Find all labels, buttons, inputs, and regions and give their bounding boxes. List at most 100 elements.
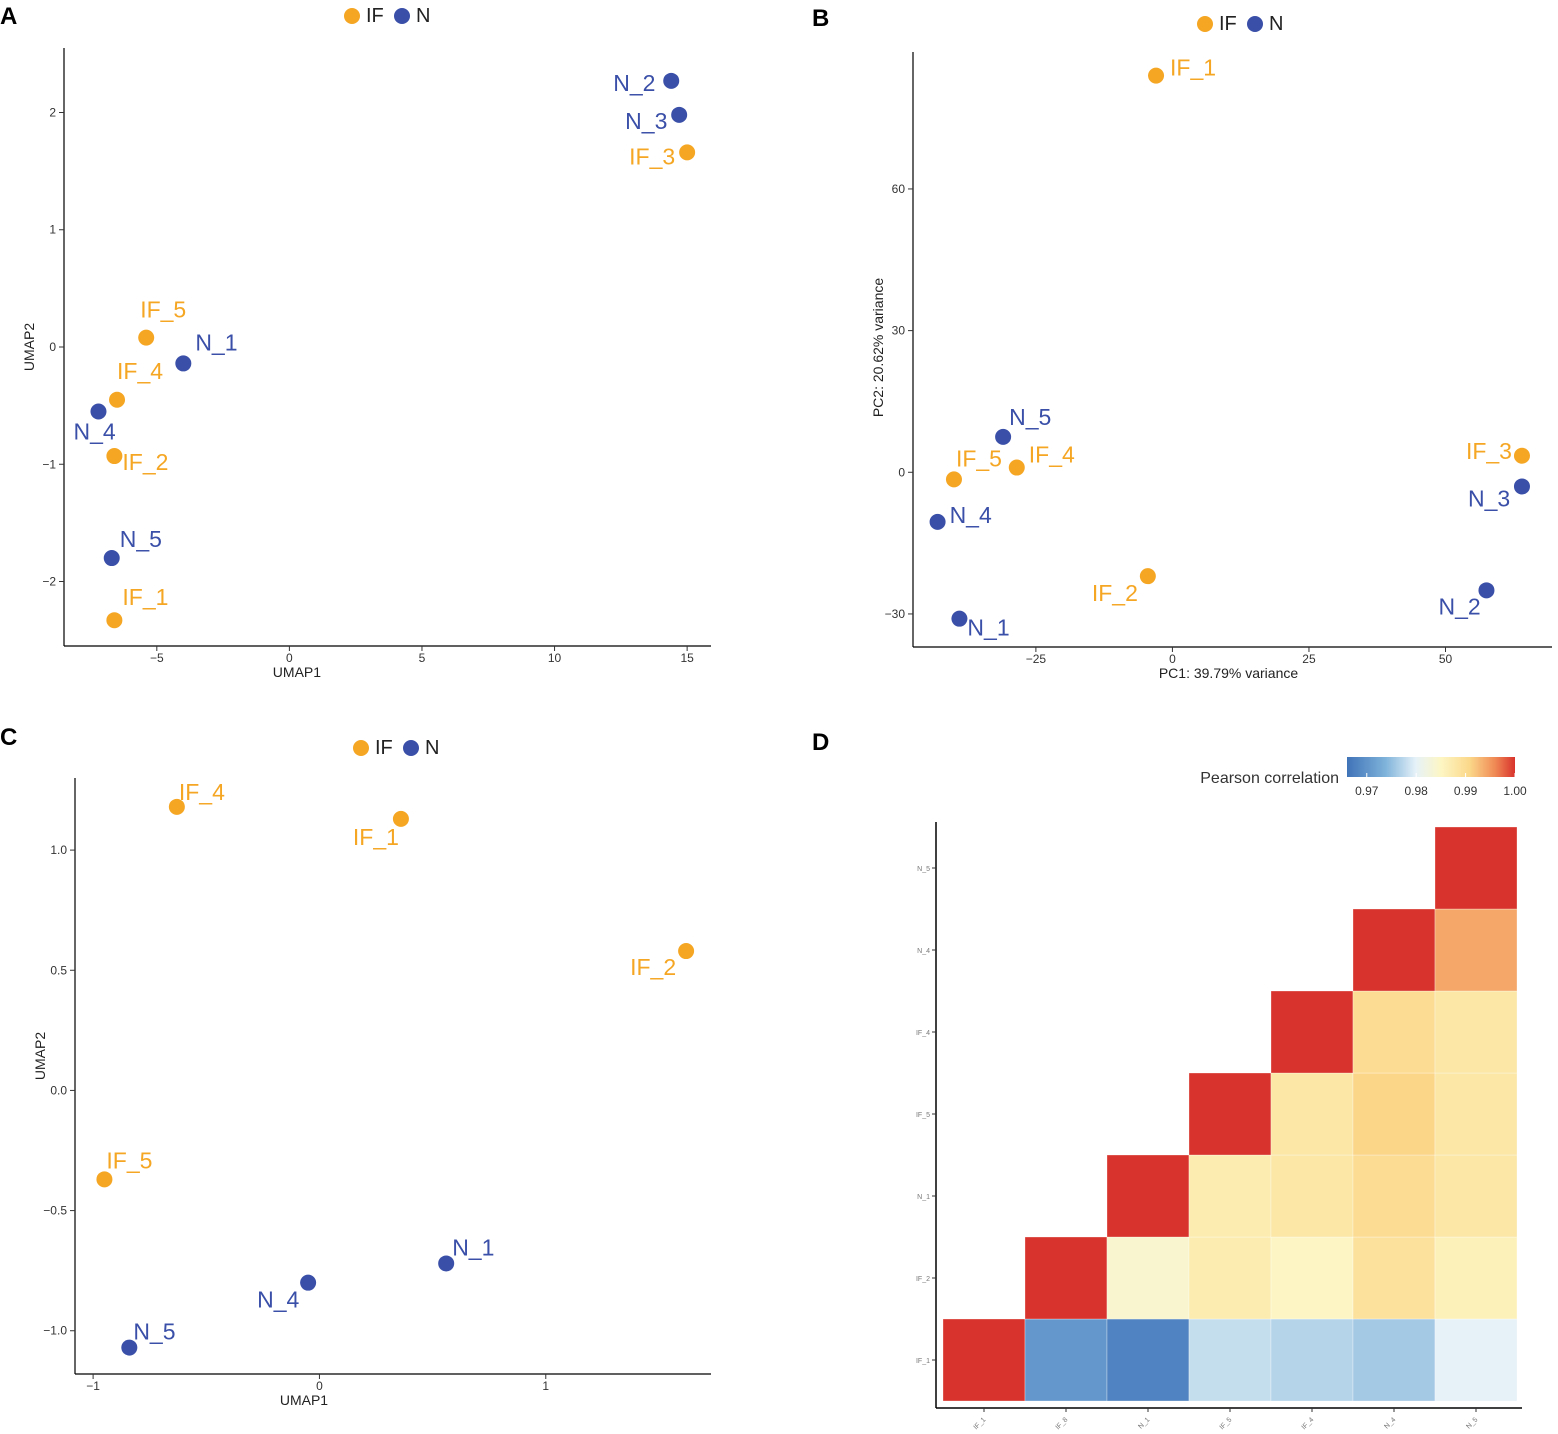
point-if-1 <box>106 612 123 629</box>
point-label-if-5: IF_5 <box>956 445 1002 471</box>
heatmap-cell-n-4-n-4 <box>1352 908 1436 992</box>
x-tick-label: 1 <box>542 1379 549 1393</box>
y-tick-label: 60 <box>892 182 906 196</box>
point-label-n-4: N_4 <box>950 502 992 528</box>
heatmap-cell-if-5-if-4 <box>1270 1072 1354 1156</box>
point-label-if-3: IF_3 <box>629 143 675 169</box>
x-tick-label: 0 <box>1169 652 1176 666</box>
panel-letter: B <box>812 5 829 32</box>
point-n-2 <box>663 72 680 89</box>
y-tick-label: 1 <box>49 223 56 237</box>
heatmap-cell-n-4-n-5 <box>1434 908 1518 992</box>
heatmap-x-tick-label: N_1 <box>1137 1416 1151 1430</box>
point-if-4 <box>168 798 185 815</box>
heatmap-cell-if-1-if-1 <box>942 1318 1026 1402</box>
point-n-1 <box>438 1255 455 1272</box>
heatmap-cell-if-4-if-4 <box>1270 990 1354 1074</box>
heatmap-y-tick-label: N_4 <box>917 948 930 955</box>
legend-label-n: N <box>416 5 430 27</box>
point-n-5 <box>121 1339 138 1356</box>
point-label-if-4: IF_4 <box>179 779 225 805</box>
heatmap-x-tick-label: IF_8 <box>1055 1416 1070 1431</box>
legend: IF N <box>1197 13 1283 35</box>
legend-marker-if <box>353 740 369 756</box>
y-tick-label: −1.0 <box>43 1324 67 1338</box>
heatmap-cell-if-5-if-5 <box>1188 1072 1272 1156</box>
points: IF_4 IF_1 IF_2 IF_5 N_1 N_4 N_5 <box>96 779 695 1356</box>
y-tick-label: 0.5 <box>50 963 67 977</box>
heatmap-cell-if-1-n-5 <box>1434 1318 1518 1402</box>
y-tick-label: −0.5 <box>43 1204 67 1218</box>
point-label-if-3: IF_3 <box>1466 438 1512 464</box>
point-label-n-1: N_1 <box>195 329 237 355</box>
x-tick-label: −25 <box>1026 652 1047 666</box>
point-n-5 <box>103 550 120 567</box>
x-axis-title: UMAP1 <box>280 1392 328 1408</box>
heatmap-cell-n-5-n-5 <box>1434 826 1518 910</box>
heatmap-cell-n-1-if-4 <box>1270 1154 1354 1238</box>
y-axis-title: PC2: 20.62% variance <box>870 278 886 418</box>
heatmap-x-tick-label: IF_4 <box>1301 1416 1316 1431</box>
legend-label-n: N <box>425 737 439 759</box>
heatmap-y-tick-label: IF_5 <box>916 1112 930 1119</box>
point-if-2 <box>106 448 123 465</box>
point-if-3 <box>679 144 696 161</box>
y-axis-title: UMAP2 <box>21 323 37 371</box>
heatmap-x-tick-label: N_5 <box>1465 1416 1479 1430</box>
points: IF_1 N_5 IF_5 IF_4 N_4 N_1 IF_2 IF_3 N_3 N_2 <box>929 55 1530 641</box>
legend-marker-if <box>344 8 360 24</box>
heatmap-cell-n-1-n-1 <box>1106 1154 1190 1238</box>
point-if-2 <box>678 943 695 960</box>
heatmap-cell-if-2-if-8 <box>1024 1236 1108 1320</box>
y-tick-label: −1 <box>42 457 56 471</box>
heatmap-cell-if-5-n-5 <box>1434 1072 1518 1156</box>
point-label-if-1: IF_1 <box>1170 55 1216 81</box>
point-if-1 <box>392 810 409 827</box>
legend: IF N <box>344 5 430 27</box>
heatmap-cell-if-2-n-5 <box>1434 1236 1518 1320</box>
x-axis-title: PC1: 39.79% variance <box>1159 665 1299 681</box>
x-axis-title: UMAP1 <box>273 664 321 680</box>
colorbar-tick-label: 0.99 <box>1454 784 1478 798</box>
points: N_2 N_3 IF_3 IF_5 N_1 IF_4 N_4 IF_2 N_5 IF_1 <box>73 70 696 629</box>
heatmap-x-tick-label: IF_5 <box>1219 1416 1234 1431</box>
panel-letter: A <box>0 3 17 30</box>
legend-marker-n <box>403 740 419 756</box>
legend-marker-n <box>1247 16 1263 32</box>
x-tick-label: 5 <box>419 651 426 665</box>
point-if-4 <box>109 391 126 408</box>
colorbar <box>1347 757 1515 777</box>
heatmap-y-tick-label: N_5 <box>917 866 930 873</box>
y-tick-label: 2 <box>49 105 56 119</box>
y-tick-label: 30 <box>892 324 906 338</box>
point-label-n-4: N_4 <box>257 1287 299 1313</box>
legend-marker-if <box>1197 16 1213 32</box>
panel-letter: D <box>812 729 829 756</box>
point-n-1 <box>951 610 968 627</box>
heatmap-cell-if-1-n-4 <box>1352 1318 1436 1402</box>
panel-b: B IF N −25 0 25 50 −30 0 30 60 PC1: 39.79% variance… <box>812 5 1552 681</box>
point-label-if-4: IF_4 <box>117 358 163 384</box>
heatmap-cell-if-2-n-1 <box>1106 1236 1190 1320</box>
point-label-n-3: N_3 <box>1468 485 1510 511</box>
legend-label-if: IF <box>1219 13 1237 35</box>
legend-label-if: IF <box>366 5 384 27</box>
heatmap-cell-n-1-n-5 <box>1434 1154 1518 1238</box>
heatmap-cell-if-5-n-4 <box>1352 1072 1436 1156</box>
heatmap-cell-if-1-if-4 <box>1270 1318 1354 1402</box>
point-label-if-2: IF_2 <box>630 954 676 980</box>
heatmap-x-tick-label: N_4 <box>1383 1416 1397 1430</box>
panel-c: C IF N−1 0 1−1.0−0.50.00.51.0UMAP1UMAP2IF_4I… <box>0 724 711 1408</box>
point-n-4 <box>929 513 946 530</box>
panel-a: A IF N −5 0 5 10 15 −2 −1 0 1 2 UMAP1 UMAP2 N_2 N_3 IF_3 I… <box>0 3 711 680</box>
point-label-if-1: IF_1 <box>122 584 168 610</box>
point-label-n-5: N_5 <box>133 1319 175 1345</box>
x-tick-label: 0 <box>316 1379 323 1393</box>
heatmap-cell-if-2-if-4 <box>1270 1236 1354 1320</box>
point-label-n-2: N_2 <box>613 70 655 96</box>
y-tick-label: 0 <box>898 465 905 479</box>
y-axis-title: UMAP2 <box>32 1032 48 1080</box>
colorbar-title: Pearson correlation <box>1200 770 1339 787</box>
point-label-if-5: IF_5 <box>106 1147 152 1173</box>
